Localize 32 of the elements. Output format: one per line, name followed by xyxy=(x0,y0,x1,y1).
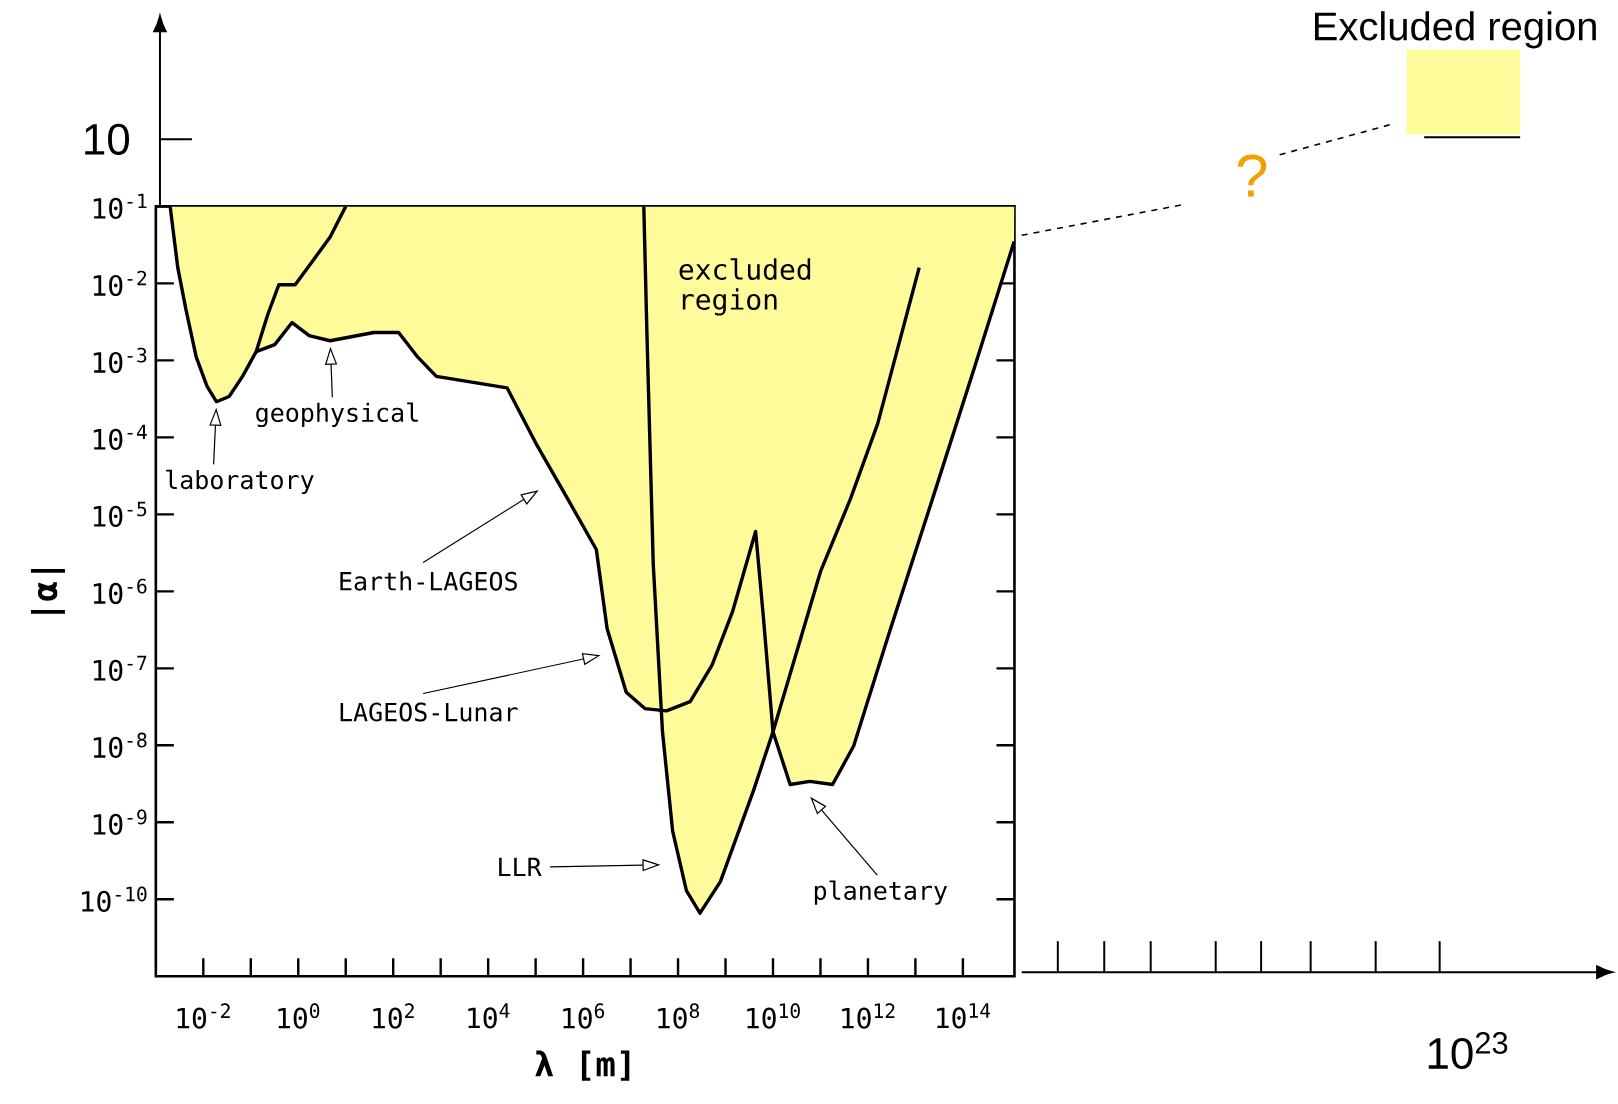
x-tick-label: 10$^{12}$ xyxy=(842,1003,895,1029)
x-axis-title: λ [m] xyxy=(535,1050,630,1081)
y-tick-label: 10$^{-4}$ xyxy=(93,424,147,450)
y-tick-label: 10$^{-9}$ xyxy=(93,809,147,836)
text: 10$^{23}$ xyxy=(1428,1032,1508,1070)
text: 10 xyxy=(85,123,130,155)
x-tick-label: 10$^{-2}$ xyxy=(177,1003,230,1029)
x-tick-label: 10$^{0}$ xyxy=(278,1003,320,1029)
annotation: Earth-LAGEOS xyxy=(340,571,517,591)
annotation: geophysical xyxy=(256,402,418,428)
y-axis-title: |α| xyxy=(30,569,65,614)
y-tick-label: 10$^{-7}$ xyxy=(93,655,147,681)
y-tick-label: 10$^{-1}$ xyxy=(93,193,147,219)
x-tick-label: 10$^{8}$ xyxy=(658,1003,700,1029)
annotation: LAGEOS-Lunar xyxy=(340,702,518,722)
y-tick-label: 10$^{-6}$ xyxy=(93,578,147,605)
x-tick-label: 10$^{4}$ xyxy=(468,1003,510,1029)
annotation: laboratory xyxy=(166,469,314,495)
y-tick-label: 10$^{-10}$ xyxy=(82,886,147,913)
x-tick-label: 10$^{10}$ xyxy=(747,1003,800,1029)
y-tick-label: 10$^{-3}$ xyxy=(93,347,147,374)
text: ? xyxy=(1237,154,1267,197)
annotation: excluded region xyxy=(679,258,811,316)
y-tick-label: 10$^{-5}$ xyxy=(93,501,147,527)
text: Excluded region xyxy=(1315,11,1596,49)
x-tick-label: 10$^{2}$ xyxy=(373,1003,414,1029)
x-tick-label: 10$^{14}$ xyxy=(937,1003,991,1029)
x-tick-label: 10$^{6}$ xyxy=(563,1003,605,1029)
y-tick-label: 10$^{-2}$ xyxy=(93,270,147,297)
annotation: LLR xyxy=(499,857,542,876)
y-tick-label: 10$^{-8}$ xyxy=(93,732,147,759)
annotation: planetary xyxy=(814,880,948,905)
